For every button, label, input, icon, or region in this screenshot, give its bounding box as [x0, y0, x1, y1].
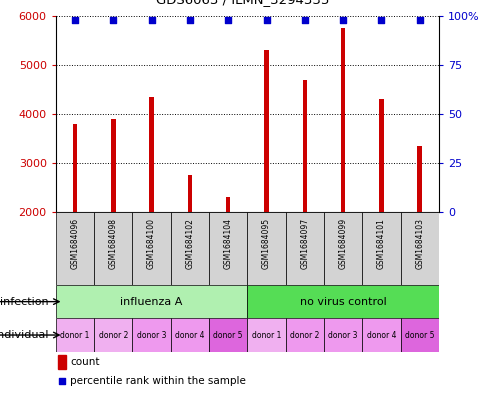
- Text: percentile rank within the sample: percentile rank within the sample: [70, 376, 246, 386]
- Text: GDS6063 / ILMN_3294335: GDS6063 / ILMN_3294335: [155, 0, 329, 6]
- Bar: [94, 318, 132, 352]
- Text: donor 3: donor 3: [328, 331, 357, 340]
- Bar: [302, 79, 306, 212]
- Bar: [132, 318, 170, 352]
- Point: [109, 17, 117, 23]
- Bar: [149, 97, 153, 212]
- Bar: [94, 212, 132, 285]
- Text: no virus control: no virus control: [299, 297, 386, 307]
- Text: GSM1684103: GSM1684103: [414, 218, 424, 269]
- Text: donor 4: donor 4: [366, 331, 395, 340]
- Bar: [58, 355, 66, 369]
- Text: donor 5: donor 5: [213, 331, 242, 340]
- Bar: [247, 285, 438, 318]
- Point: [71, 17, 78, 23]
- Text: donor 1: donor 1: [251, 331, 281, 340]
- Text: donor 2: donor 2: [98, 331, 128, 340]
- Bar: [56, 318, 94, 352]
- Bar: [400, 212, 438, 285]
- Text: infection: infection: [0, 297, 48, 307]
- Text: influenza A: influenza A: [120, 297, 182, 307]
- Bar: [362, 318, 400, 352]
- Text: GSM1684101: GSM1684101: [376, 218, 385, 269]
- Bar: [209, 212, 247, 285]
- Point: [300, 17, 308, 23]
- Bar: [132, 212, 170, 285]
- Text: individual: individual: [0, 330, 48, 340]
- Bar: [378, 99, 383, 212]
- Bar: [226, 197, 230, 212]
- Text: donor 2: donor 2: [289, 331, 319, 340]
- Text: GSM1684096: GSM1684096: [70, 218, 79, 269]
- Point: [415, 17, 423, 23]
- Point: [147, 17, 155, 23]
- Bar: [285, 212, 323, 285]
- Text: donor 1: donor 1: [60, 331, 90, 340]
- Bar: [170, 318, 209, 352]
- Bar: [247, 318, 285, 352]
- Bar: [400, 318, 438, 352]
- Text: donor 4: donor 4: [175, 331, 204, 340]
- Text: count: count: [70, 357, 100, 367]
- Text: GSM1684095: GSM1684095: [261, 218, 271, 269]
- Text: donor 5: donor 5: [404, 331, 434, 340]
- Bar: [264, 50, 268, 212]
- Bar: [73, 124, 77, 212]
- Text: GSM1684097: GSM1684097: [300, 218, 309, 269]
- Bar: [417, 146, 421, 212]
- Text: donor 3: donor 3: [136, 331, 166, 340]
- Bar: [209, 318, 247, 352]
- Text: GSM1684098: GSM1684098: [108, 218, 118, 269]
- Text: GSM1684099: GSM1684099: [338, 218, 347, 269]
- Point: [185, 17, 193, 23]
- Bar: [323, 318, 362, 352]
- Point: [338, 17, 346, 23]
- Bar: [340, 28, 345, 212]
- Text: GSM1684104: GSM1684104: [223, 218, 232, 269]
- Text: GSM1684102: GSM1684102: [185, 218, 194, 269]
- Text: GSM1684100: GSM1684100: [147, 218, 156, 269]
- Point: [224, 17, 231, 23]
- Bar: [187, 175, 192, 212]
- Bar: [323, 212, 362, 285]
- Point: [58, 378, 66, 384]
- Bar: [111, 119, 115, 212]
- Bar: [170, 212, 209, 285]
- Bar: [285, 318, 323, 352]
- Point: [262, 17, 270, 23]
- Bar: [247, 212, 285, 285]
- Bar: [56, 212, 94, 285]
- Bar: [362, 212, 400, 285]
- Bar: [56, 285, 247, 318]
- Point: [377, 17, 384, 23]
